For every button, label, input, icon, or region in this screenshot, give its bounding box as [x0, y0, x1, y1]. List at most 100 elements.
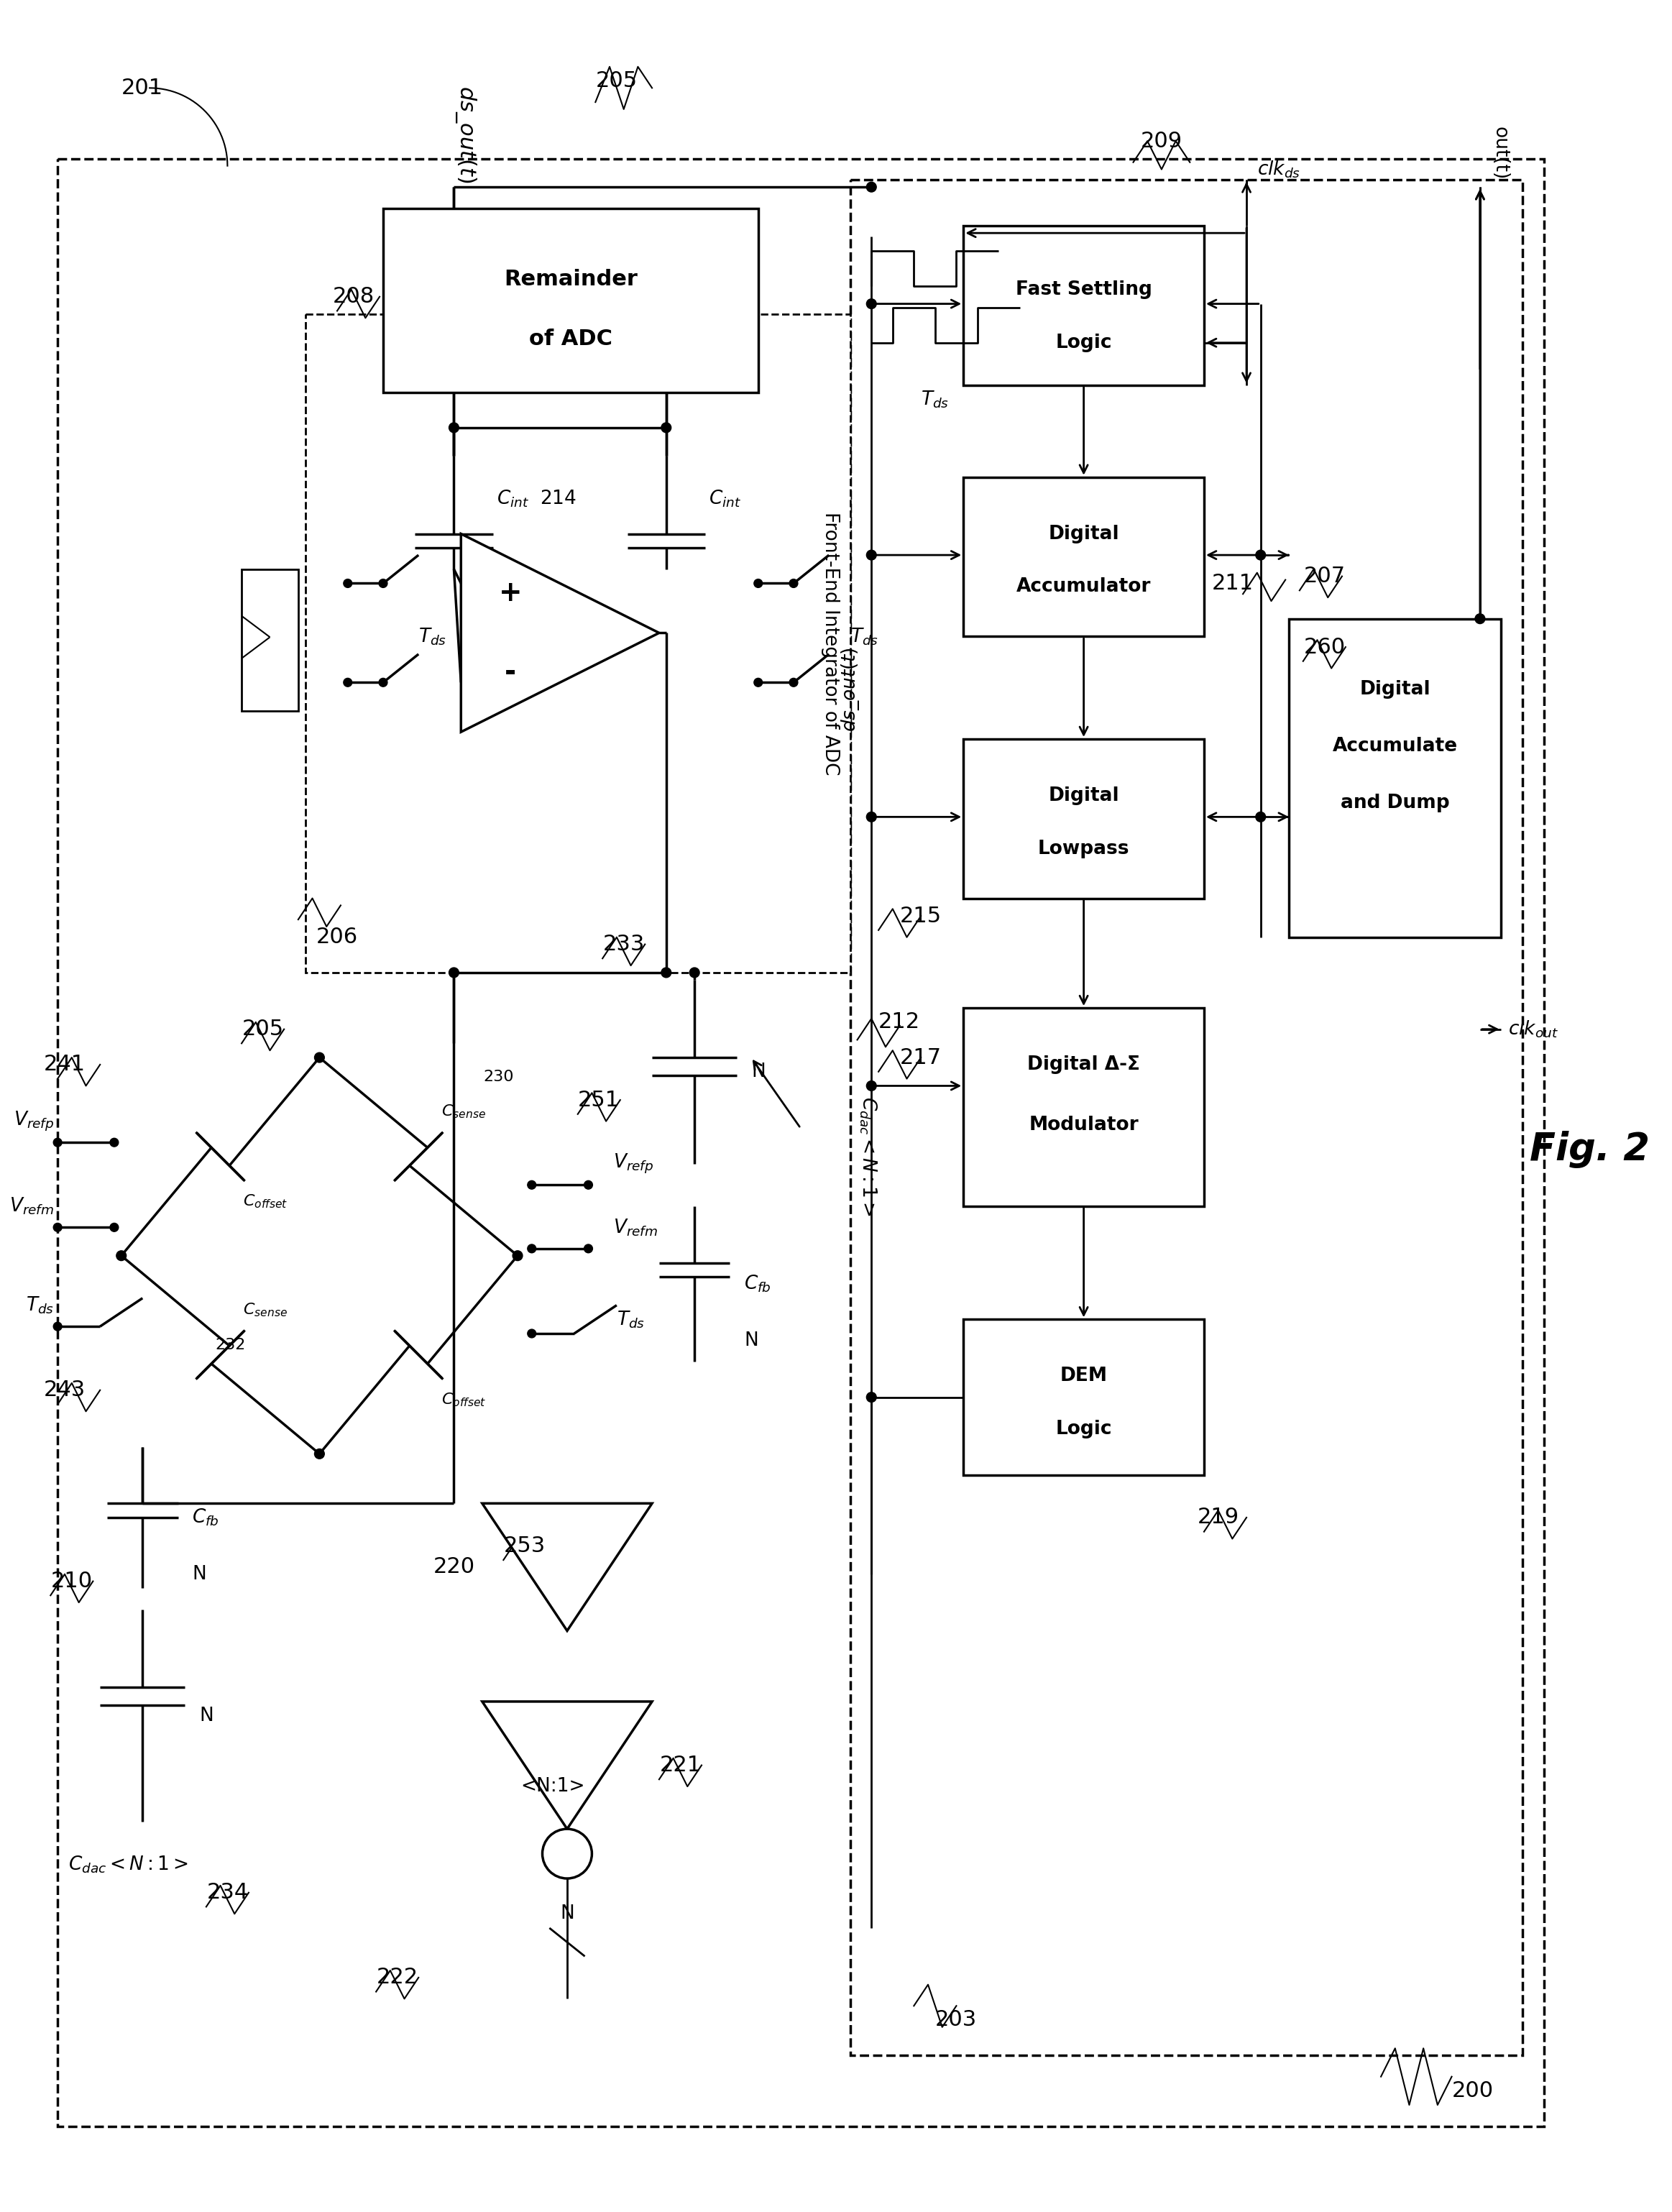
Text: 230: 230 — [483, 1068, 513, 1084]
Text: $T_{ds}$: $T_{ds}$ — [921, 389, 950, 409]
Bar — [963, 739, 1204, 898]
Text: 251: 251 — [579, 1091, 620, 1110]
Text: N: N — [560, 1905, 573, 1922]
Circle shape — [450, 422, 458, 434]
Text: 212: 212 — [878, 1011, 920, 1033]
Circle shape — [513, 1250, 523, 1261]
Circle shape — [1256, 812, 1266, 823]
Bar — [1289, 619, 1501, 938]
Circle shape — [380, 580, 388, 588]
Circle shape — [866, 181, 876, 192]
Text: Front-End Integrator of ADC: Front-End Integrator of ADC — [821, 511, 839, 774]
Circle shape — [1256, 551, 1266, 560]
Circle shape — [789, 679, 798, 686]
Circle shape — [450, 967, 458, 978]
Text: Fast Settling: Fast Settling — [1015, 281, 1152, 299]
Circle shape — [110, 1139, 119, 1146]
Text: $clk_{ds}$: $clk_{ds}$ — [1257, 159, 1301, 179]
Text: $T_{ds}$: $T_{ds}$ — [617, 1310, 645, 1329]
Text: 232: 232 — [216, 1338, 246, 1352]
Text: Fig. 2: Fig. 2 — [1530, 1130, 1650, 1168]
Text: $V_{refm}$: $V_{refm}$ — [10, 1197, 54, 1217]
Circle shape — [866, 1391, 876, 1402]
Circle shape — [866, 551, 876, 560]
Text: N: N — [199, 1705, 214, 1725]
Text: $C_{fb}$: $C_{fb}$ — [192, 1506, 219, 1528]
Text: 201: 201 — [122, 77, 164, 97]
Text: Digital: Digital — [1359, 679, 1431, 699]
Text: <N:1>: <N:1> — [520, 1776, 585, 1796]
Text: $V_{refm}$: $V_{refm}$ — [614, 1217, 657, 1239]
Text: DEM: DEM — [1060, 1367, 1107, 1385]
Text: 203: 203 — [935, 2008, 976, 2031]
Circle shape — [527, 1329, 537, 1338]
Circle shape — [343, 580, 353, 588]
Text: $C_{int}$  214: $C_{int}$ 214 — [497, 489, 577, 509]
Text: $T_{ds}$: $T_{ds}$ — [851, 626, 878, 646]
Circle shape — [1475, 613, 1485, 624]
Text: 200: 200 — [1451, 2079, 1493, 2101]
Text: 207: 207 — [1304, 566, 1346, 586]
Circle shape — [314, 1449, 324, 1458]
Circle shape — [542, 1829, 592, 1878]
Text: 220: 220 — [433, 1557, 475, 1577]
Text: 205: 205 — [242, 1020, 284, 1040]
Text: $C_{sense}$: $C_{sense}$ — [242, 1301, 288, 1318]
Text: $T_{ds}$: $T_{ds}$ — [27, 1294, 54, 1316]
Circle shape — [54, 1223, 62, 1232]
Text: Lowpass: Lowpass — [1038, 838, 1130, 858]
Text: Accumulate: Accumulate — [1333, 737, 1458, 757]
Circle shape — [689, 967, 699, 978]
Text: 208: 208 — [333, 285, 375, 307]
Text: N: N — [192, 1564, 206, 1584]
Text: 260: 260 — [1304, 637, 1346, 657]
Bar — [241, 568, 298, 710]
Text: 222: 222 — [376, 1966, 418, 1989]
Text: 233: 233 — [604, 933, 645, 956]
Circle shape — [660, 967, 670, 978]
Bar — [849, 179, 1523, 2055]
Text: Modulator: Modulator — [1028, 1115, 1139, 1135]
Text: Digital: Digital — [1048, 785, 1119, 805]
Circle shape — [866, 299, 876, 310]
Text: $C_{int}$: $C_{int}$ — [709, 489, 741, 509]
Text: Remainder: Remainder — [503, 268, 637, 290]
Text: Digital Δ-Σ: Digital Δ-Σ — [1027, 1055, 1140, 1075]
Circle shape — [789, 580, 798, 588]
Text: 217: 217 — [900, 1046, 941, 1068]
Bar — [963, 478, 1204, 637]
Text: 215: 215 — [900, 905, 941, 927]
Circle shape — [343, 679, 353, 686]
Circle shape — [584, 1181, 592, 1190]
Text: $V_{refp}$: $V_{refp}$ — [13, 1110, 54, 1133]
Circle shape — [527, 1181, 537, 1190]
Text: $V_{refp}$: $V_{refp}$ — [614, 1152, 654, 1175]
Circle shape — [314, 1053, 324, 1062]
Text: $C_{dac}<N:1>$: $C_{dac}<N:1>$ — [69, 1854, 189, 1874]
Text: N: N — [751, 1062, 766, 1082]
Text: $ds\_out(t)$: $ds\_out(t)$ — [453, 86, 478, 184]
Text: $T_{ds}$: $T_{ds}$ — [418, 626, 446, 646]
Text: 206: 206 — [316, 927, 358, 947]
Circle shape — [54, 1139, 62, 1146]
Text: +: + — [498, 580, 522, 606]
Text: Logic: Logic — [1055, 334, 1112, 352]
Text: 221: 221 — [659, 1754, 701, 1776]
Circle shape — [866, 1082, 876, 1091]
Text: Logic: Logic — [1055, 1420, 1112, 1438]
Circle shape — [660, 422, 670, 434]
Circle shape — [110, 1223, 119, 1232]
Text: $C_{sense}$: $C_{sense}$ — [441, 1104, 487, 1119]
Bar — [383, 208, 757, 392]
Text: 205: 205 — [595, 71, 637, 91]
Text: Accumulator: Accumulator — [1017, 577, 1150, 597]
Text: 234: 234 — [207, 1882, 249, 1902]
Text: 210: 210 — [50, 1571, 92, 1593]
Text: -: - — [505, 659, 517, 686]
Text: $ds\_out(t)$: $ds\_out(t)$ — [839, 648, 861, 732]
Text: 211: 211 — [1212, 573, 1254, 593]
Text: out(t): out(t) — [1491, 126, 1510, 179]
Circle shape — [380, 679, 388, 686]
Circle shape — [117, 1250, 127, 1261]
Polygon shape — [461, 533, 659, 732]
